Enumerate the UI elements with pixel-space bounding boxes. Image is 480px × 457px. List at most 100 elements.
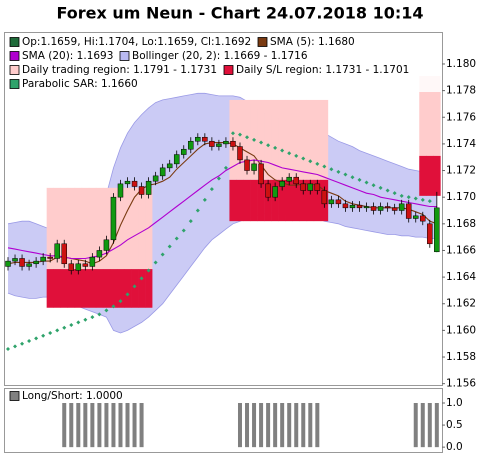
sar-dot bbox=[153, 260, 158, 265]
sar-dot bbox=[216, 176, 221, 181]
legend-label: Bollinger (20, 2): 1.1669 - 1.1716 bbox=[132, 50, 308, 62]
region-cell bbox=[74, 187, 83, 270]
bar bbox=[111, 403, 116, 448]
bar bbox=[76, 403, 81, 448]
bar bbox=[97, 403, 102, 448]
candle-body bbox=[173, 154, 180, 165]
sar-dot bbox=[266, 143, 271, 148]
region-cell bbox=[138, 187, 146, 270]
candle-body bbox=[188, 140, 194, 150]
candle-body bbox=[159, 167, 166, 177]
region-cell bbox=[320, 99, 329, 180]
candle-body bbox=[47, 256, 53, 259]
sar-dot bbox=[329, 167, 334, 172]
bar bbox=[132, 403, 137, 448]
region-cell bbox=[264, 99, 272, 180]
region-cell bbox=[53, 269, 62, 308]
y-tick-label: 1.174 bbox=[446, 138, 476, 150]
candle-body bbox=[152, 175, 159, 182]
sar-dot bbox=[174, 236, 179, 241]
sar-dot bbox=[427, 199, 432, 204]
bar bbox=[90, 403, 95, 448]
candle-body bbox=[258, 163, 264, 185]
region-cell bbox=[292, 99, 301, 180]
y-tick-label: 1.170 bbox=[446, 191, 476, 203]
candle-body bbox=[209, 140, 215, 147]
region-cell bbox=[102, 187, 111, 270]
sar-dot bbox=[202, 197, 207, 202]
candle-body bbox=[251, 163, 257, 171]
candle-body bbox=[412, 215, 419, 219]
candle-body bbox=[286, 176, 292, 182]
legend: Op:1.1659, Hi:1.1704, Lo:1.1659, Cl:1.16… bbox=[5, 33, 442, 92]
sar-dot bbox=[350, 175, 355, 180]
sar-dot bbox=[55, 328, 60, 333]
region-cell bbox=[433, 75, 441, 156]
sar-dot bbox=[139, 276, 144, 281]
region-cell bbox=[123, 269, 132, 308]
candle-body bbox=[384, 206, 391, 209]
region-cell bbox=[74, 269, 83, 308]
candle-body bbox=[356, 204, 363, 209]
region-cell bbox=[236, 179, 244, 222]
region-cell bbox=[419, 75, 427, 156]
sar-dot bbox=[259, 140, 264, 145]
y-tick-label: 0.5 bbox=[446, 419, 463, 431]
sar-dot bbox=[167, 244, 172, 249]
candle-body bbox=[244, 159, 250, 171]
sar-dot bbox=[111, 304, 116, 309]
sar-dot bbox=[378, 185, 383, 190]
candle-body bbox=[54, 243, 60, 259]
sar-dot bbox=[237, 132, 242, 137]
legend-box bbox=[5, 389, 442, 403]
region-cell bbox=[123, 187, 132, 270]
legend-label: Daily trading region: 1.1791 - 1.1731 bbox=[22, 64, 217, 76]
candle-body bbox=[202, 136, 208, 142]
bar bbox=[315, 403, 320, 448]
bar bbox=[104, 403, 109, 448]
bar bbox=[266, 403, 271, 448]
region-cell bbox=[60, 269, 69, 308]
sar-dot bbox=[223, 165, 228, 170]
candle-body bbox=[307, 183, 314, 191]
region-cell bbox=[285, 99, 294, 180]
region-cell bbox=[60, 187, 69, 270]
sar-dot bbox=[83, 317, 88, 322]
region-cell bbox=[426, 155, 434, 196]
candle-body bbox=[370, 206, 377, 211]
legend-swatch bbox=[223, 65, 234, 75]
candle-body bbox=[223, 140, 229, 145]
candle-body bbox=[265, 183, 271, 198]
sar-dot bbox=[104, 308, 109, 313]
candle-body bbox=[96, 250, 103, 258]
bar bbox=[259, 403, 264, 448]
sar-dot bbox=[245, 135, 250, 140]
candle-body bbox=[314, 183, 321, 191]
y-tick-label: 1.160 bbox=[446, 324, 476, 336]
bar bbox=[287, 403, 292, 448]
legend-swatch bbox=[9, 391, 20, 401]
region-cell bbox=[46, 187, 54, 270]
candle-body bbox=[26, 263, 32, 267]
candle-body bbox=[33, 260, 39, 265]
legend-swatch bbox=[119, 51, 130, 61]
bar bbox=[301, 403, 306, 448]
bar bbox=[280, 403, 285, 448]
region-cell bbox=[145, 269, 153, 308]
sar-dot bbox=[364, 180, 369, 185]
bar bbox=[118, 403, 123, 448]
candle-body bbox=[68, 263, 75, 271]
region-cell bbox=[299, 99, 308, 180]
bar bbox=[252, 403, 257, 448]
candle-body bbox=[195, 136, 201, 142]
region-cell bbox=[278, 99, 286, 180]
candle-body bbox=[82, 263, 89, 267]
sar-dot bbox=[252, 137, 257, 142]
candle-body bbox=[230, 140, 236, 147]
sar-dot bbox=[6, 347, 10, 352]
region-cell bbox=[257, 99, 265, 180]
sar-dot bbox=[69, 323, 74, 328]
candle-body bbox=[166, 163, 173, 169]
y-tick-label: 1.164 bbox=[446, 271, 476, 283]
legend-label: Long/Short: 1.0000 bbox=[22, 390, 123, 402]
